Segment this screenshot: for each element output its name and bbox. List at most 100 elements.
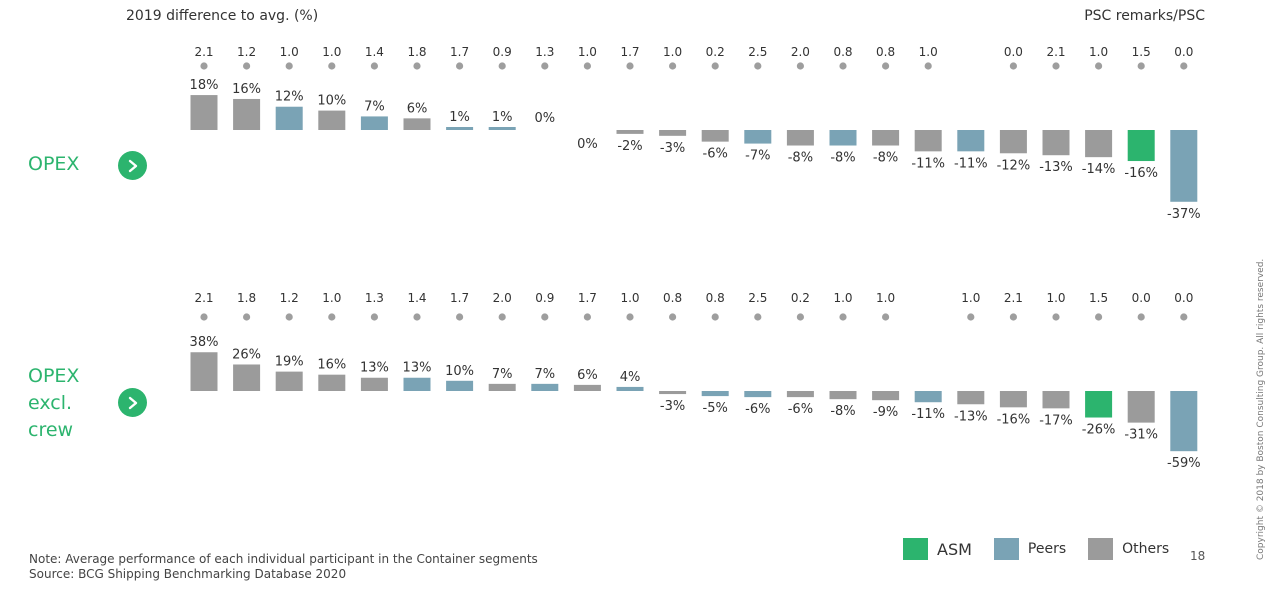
psc-remark-label: 1.7 [450, 291, 469, 305]
psc-remark-dot [669, 313, 677, 321]
psc-remark-dot [626, 313, 634, 321]
data-label: -11% [911, 407, 945, 422]
psc-remark-dot [498, 62, 506, 70]
psc-remark-label: 2.1 [194, 291, 213, 305]
opex-excl-crew-drilldown-button[interactable] [118, 388, 147, 417]
psc-remark-dot [882, 313, 890, 321]
psc-remark-label: 1.7 [450, 45, 469, 59]
bar-asm [1127, 130, 1155, 162]
psc-remark-label: 1.0 [280, 45, 299, 59]
data-label: -31% [1124, 428, 1158, 443]
data-label: -37% [1167, 207, 1201, 222]
data-label: 10% [445, 364, 474, 379]
psc-remark-label: 2.1 [1004, 291, 1023, 305]
psc-remark-dot [413, 62, 421, 70]
panel-label-opex: OPEX [28, 151, 79, 178]
psc-remark-label: 0.9 [535, 291, 554, 305]
psc-remark-label: 1.0 [322, 45, 341, 59]
psc-remark-dot [626, 62, 634, 70]
opex-drilldown-button[interactable] [118, 151, 147, 180]
data-label: 4% [620, 370, 641, 385]
psc-remark-label: 1.7 [620, 45, 639, 59]
psc-remark-dot [1137, 62, 1145, 70]
data-label: -59% [1167, 456, 1201, 471]
bar-other [701, 130, 729, 142]
psc-remark-label: 1.3 [535, 45, 554, 59]
legend-swatch-peers [993, 538, 1019, 560]
psc-remark-label: 0.0 [1004, 45, 1023, 59]
data-label: -5% [703, 401, 728, 416]
psc-remark-label: 1.4 [407, 291, 426, 305]
chevron-right-icon [128, 396, 137, 409]
data-label: -2% [617, 139, 642, 154]
legend-item-peers: Peers [993, 538, 1066, 560]
bar-peer [616, 386, 644, 391]
legend-swatch-others [1088, 538, 1114, 560]
psc-remark-label: 1.0 [876, 291, 895, 305]
bar-other [999, 391, 1027, 408]
psc-remark-label: 1.2 [237, 45, 256, 59]
bar-peer [360, 116, 388, 130]
psc-remark-label: 2.0 [493, 291, 512, 305]
data-label: 18% [190, 78, 219, 93]
psc-remark-dot [541, 62, 549, 70]
data-label: -8% [788, 151, 813, 166]
bar-other [1085, 130, 1113, 158]
psc-remark-dot [200, 313, 208, 321]
psc-remark-dot [1137, 313, 1145, 321]
psc-remark-label: 0.9 [493, 45, 512, 59]
bar-other [318, 374, 346, 391]
psc-remark-label: 1.8 [237, 291, 256, 305]
psc-remark-dot [924, 62, 932, 70]
psc-remark-label: 0.8 [833, 45, 852, 59]
data-label: 13% [403, 361, 432, 376]
data-label: -6% [788, 402, 813, 417]
psc-remark-dot [243, 313, 251, 321]
bar-peer [446, 380, 474, 391]
legend-item-others: Others [1088, 538, 1169, 560]
data-label: 19% [275, 355, 304, 370]
data-label: -14% [1082, 162, 1116, 177]
bar-peer [744, 130, 772, 144]
data-label: 7% [364, 99, 385, 114]
psc-remark-label: 1.0 [322, 291, 341, 305]
psc-remark-label: 1.0 [578, 45, 597, 59]
psc-remark-label: 1.3 [365, 291, 384, 305]
psc-remark-dot [754, 313, 762, 321]
legend-label-asm: ASM [937, 539, 972, 559]
data-label: 7% [534, 367, 555, 382]
data-label: -9% [873, 405, 898, 420]
psc-remark-dot [285, 62, 293, 70]
psc-remark-dot [711, 62, 719, 70]
psc-remark-dot [796, 313, 805, 321]
bar-other [616, 130, 644, 134]
data-label: -8% [830, 151, 855, 166]
data-label: 26% [232, 347, 261, 362]
psc-remark-label: 2.1 [1046, 45, 1065, 59]
data-label: -17% [1039, 413, 1073, 428]
bar-peer [403, 377, 431, 391]
psc-remark-dot [328, 62, 336, 70]
data-label: -3% [660, 141, 685, 156]
bar-peer [275, 106, 303, 130]
panel-label-line: OPEX [28, 365, 80, 387]
psc-remark-label: 2.5 [748, 291, 767, 305]
psc-remark-label: 0.8 [706, 291, 725, 305]
psc-remark-label: 0.8 [663, 291, 682, 305]
y-axis-title: 2019 difference to avg. (%) [126, 8, 319, 24]
psc-remark-dot [413, 313, 421, 321]
psc-remark-dot [1095, 62, 1103, 70]
bar-other [190, 352, 218, 391]
psc-remark-label: 0.0 [1132, 291, 1151, 305]
chevron-right-icon [128, 159, 137, 172]
bar-peer [531, 383, 559, 391]
bar-other [318, 110, 346, 130]
psc-remark-dot [583, 62, 592, 70]
psc-remark-dot [1052, 313, 1060, 321]
psc-remark-label: 2.1 [194, 45, 213, 59]
psc-remark-dot [1180, 313, 1188, 321]
data-label: 16% [317, 358, 346, 373]
bar-other [190, 95, 218, 130]
data-label: 1% [449, 110, 470, 125]
